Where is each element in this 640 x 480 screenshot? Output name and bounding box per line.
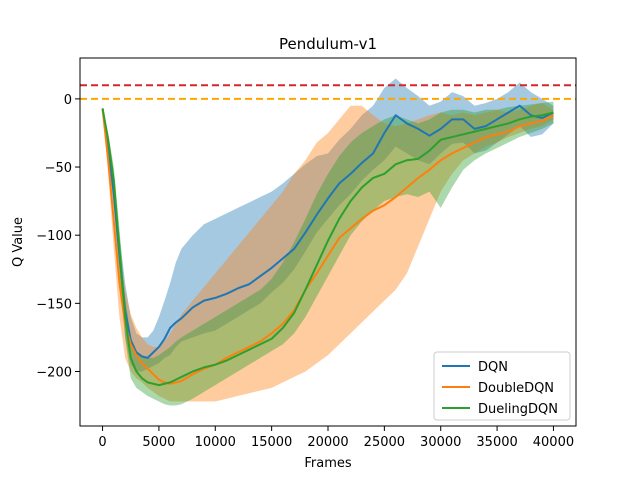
doubledqn-line — [101, 108, 554, 385]
legend: DQN DoubleDQN DuelingDQN — [433, 351, 571, 421]
x-tick-label: 20000 — [307, 435, 348, 450]
x-tick-label: 25000 — [364, 435, 405, 450]
duelingdqn-line — [101, 108, 554, 387]
duelingdqn-legend-label: DuelingDQN — [478, 402, 558, 417]
y-tick-label: −200 — [36, 365, 72, 380]
x-tick-label: 0 — [98, 435, 106, 450]
series-lines — [101, 104, 554, 387]
y-axis-ticks: −200 −150 −100 −50 0 — [36, 93, 80, 380]
duelingdqn-band — [102, 101, 554, 406]
x-tick-label: 40000 — [533, 435, 574, 450]
dqn-line — [101, 104, 554, 359]
y-tick-label: −100 — [36, 229, 72, 244]
doubledqn-legend-label: DoubleDQN — [478, 381, 554, 396]
x-tick-label: 10000 — [195, 435, 236, 450]
legend-box — [433, 351, 571, 421]
chart-title: Pendulum-v1 — [279, 35, 377, 53]
x-axis-label: Frames — [304, 456, 352, 471]
reference-lines — [80, 84, 576, 100]
y-axis-label: Q Value — [11, 217, 26, 267]
y-tick-label: 0 — [64, 93, 72, 108]
x-tick-label: 30000 — [420, 435, 461, 450]
y-tick-label: −150 — [36, 297, 72, 312]
doubledqn-band — [102, 102, 554, 402]
x-axis-ticks: 0 5000 10000 15000 20000 25000 30000 35000 40000 — [98, 426, 574, 450]
x-tick-label: 15000 — [251, 435, 292, 450]
x-tick-label: 35000 — [476, 435, 517, 450]
x-tick-label: 5000 — [142, 435, 175, 450]
y-tick-label: −50 — [45, 161, 72, 176]
dqn-legend-label: DQN — [478, 360, 508, 375]
